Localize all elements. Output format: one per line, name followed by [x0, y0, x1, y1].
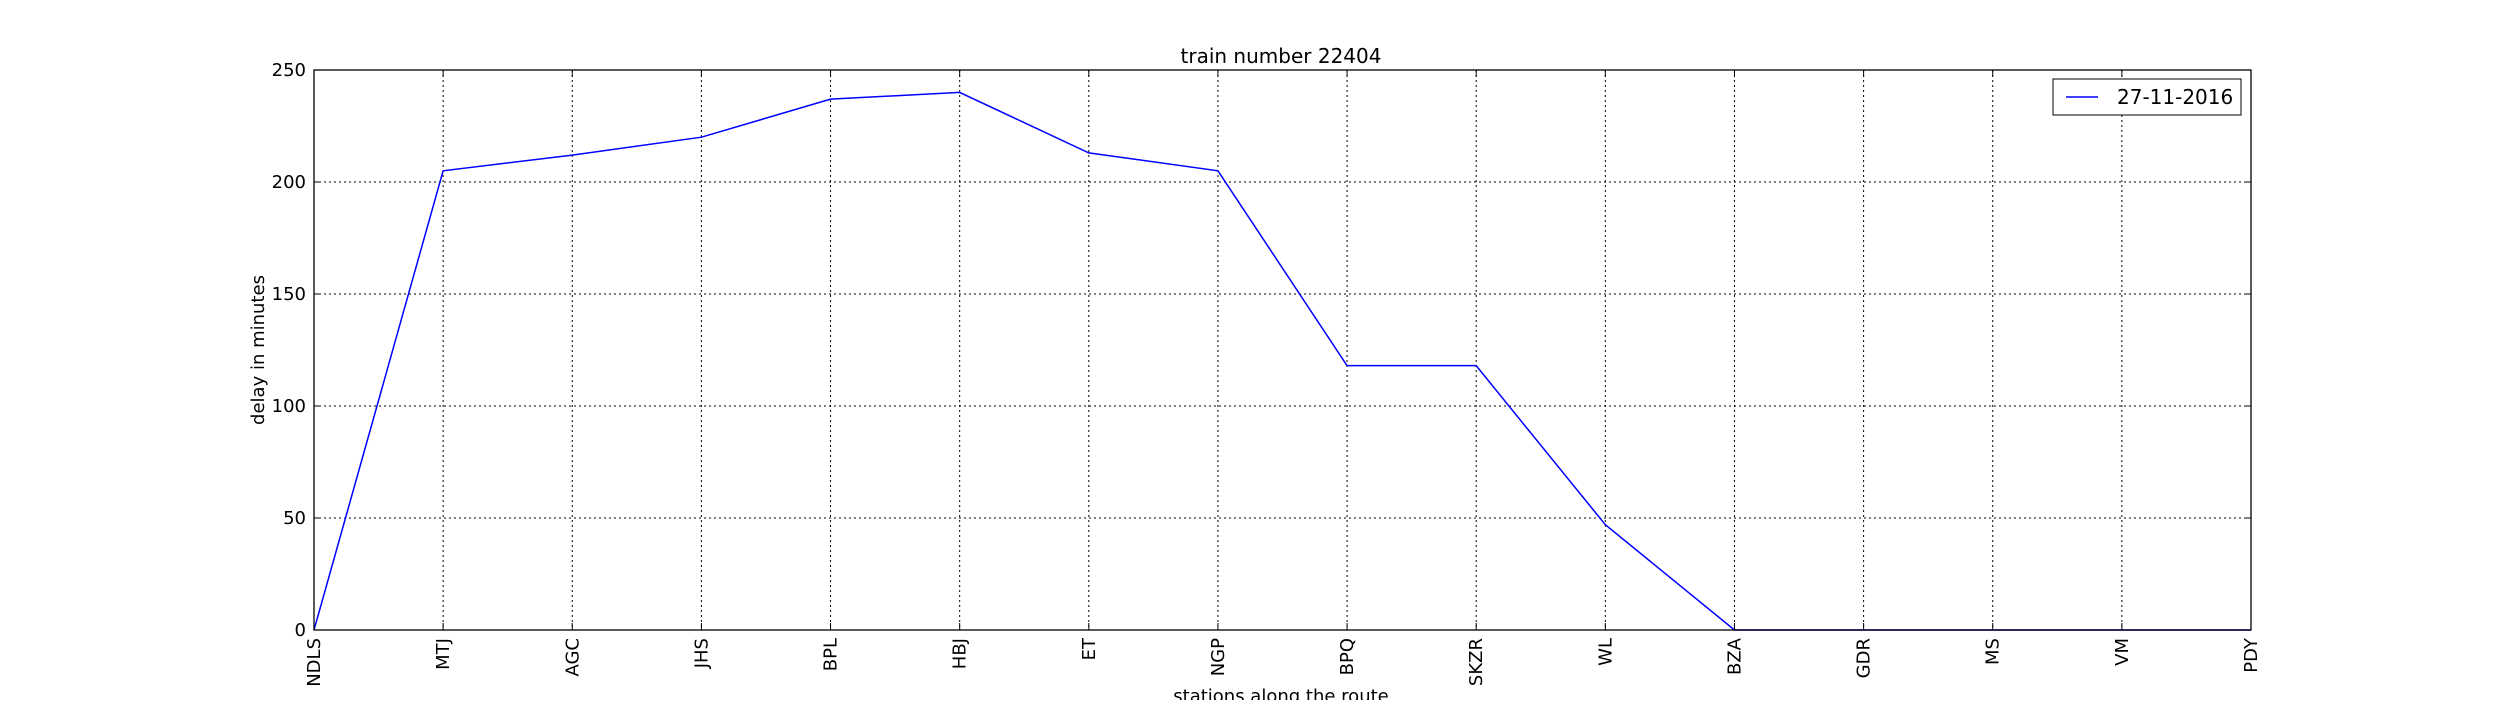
series-line-27-11-2016: [314, 92, 2251, 630]
series-layer: [314, 92, 2251, 630]
y-tick-label: 150: [272, 284, 306, 305]
x-tick-label-mtj: MTJ: [433, 638, 454, 670]
y-axis-label: delay in minutes: [248, 275, 269, 425]
x-tick-label-hbj: HBJ: [950, 638, 971, 669]
chart-title: train number 22404: [1181, 44, 1382, 68]
y-tick-label: 100: [272, 396, 306, 417]
x-tick-label-bza: BZA: [1724, 637, 1745, 675]
y-tick-label: 50: [283, 508, 306, 529]
y-tick-label: 0: [295, 620, 306, 641]
x-tick-label-agc: AGC: [562, 638, 583, 677]
x-tick-label-skzr: SKZR: [1466, 638, 1487, 686]
x-tick-label-vm: VM: [2112, 638, 2133, 666]
legend-label: 27-11-2016: [2117, 85, 2233, 109]
x-tick-label-et: ET: [1079, 637, 1100, 660]
y-tick-label: 250: [272, 60, 306, 81]
x-tick-label-ms: MS: [1983, 638, 2004, 665]
x-tick-label-wl: WL: [1595, 638, 1616, 666]
grid-lines: [314, 70, 2251, 630]
x-axis-label: stations along the route: [1173, 686, 1388, 700]
x-tick-label-bpq: BPQ: [1337, 638, 1358, 675]
x-tick-label-pdy: PDY: [2241, 637, 2262, 673]
x-tick-label-bpl: BPL: [821, 638, 842, 671]
y-axis-ticks: 0 50 100 150 200 250: [272, 60, 2251, 641]
y-tick-label: 200: [272, 172, 306, 193]
legend: 27-11-2016: [2053, 79, 2241, 115]
x-tick-label-gdr: GDR: [1854, 638, 1875, 678]
x-tick-label-ndls: NDLS: [304, 638, 325, 687]
x-tick-label-ngp: NGP: [1208, 638, 1229, 676]
x-tick-label-jhs: JHS: [691, 638, 712, 669]
x-axis-ticks: NDLS MTJ AGC JHS BPL HBJ ET NGP BPQ SKZR WL BZA GDR M…: [304, 70, 2262, 687]
plot-area-frame: [314, 70, 2251, 630]
